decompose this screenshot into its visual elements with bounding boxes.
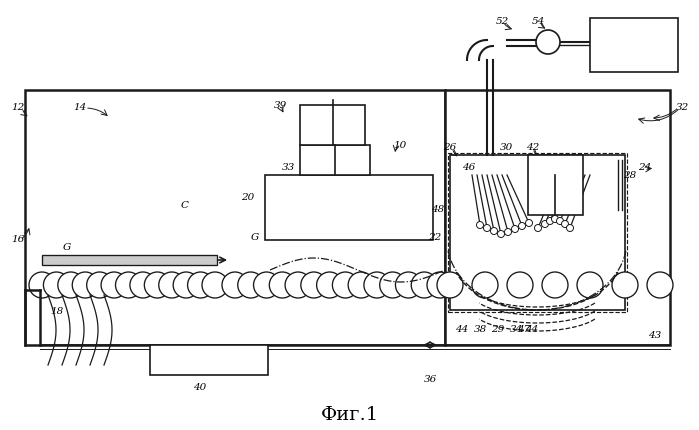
Text: 38: 38 — [475, 326, 488, 335]
Circle shape — [364, 272, 390, 298]
Circle shape — [526, 219, 533, 227]
Circle shape — [556, 218, 563, 224]
Circle shape — [238, 272, 264, 298]
Text: 43: 43 — [649, 331, 662, 340]
Text: 34: 34 — [510, 326, 523, 335]
Circle shape — [566, 224, 573, 231]
Circle shape — [536, 30, 560, 54]
Bar — [590, 18, 678, 72]
Text: 14: 14 — [73, 104, 87, 113]
Text: 24: 24 — [638, 163, 651, 172]
Text: 48: 48 — [431, 206, 445, 215]
Text: 44: 44 — [455, 326, 468, 335]
Circle shape — [472, 272, 498, 298]
Circle shape — [542, 272, 568, 298]
Circle shape — [159, 272, 185, 298]
Circle shape — [577, 272, 603, 298]
Text: 54: 54 — [531, 18, 545, 27]
Bar — [445, 90, 670, 345]
Text: G: G — [251, 233, 259, 243]
Circle shape — [348, 272, 374, 298]
Text: 10: 10 — [394, 141, 407, 150]
Text: 42: 42 — [526, 144, 540, 153]
Text: 44: 44 — [526, 326, 539, 335]
Circle shape — [58, 272, 84, 298]
Circle shape — [333, 272, 359, 298]
Text: 12: 12 — [11, 104, 24, 113]
Circle shape — [547, 218, 554, 224]
Text: 22: 22 — [428, 233, 442, 243]
Circle shape — [130, 272, 156, 298]
Circle shape — [285, 272, 311, 298]
Circle shape — [507, 272, 533, 298]
Bar — [450, 155, 625, 310]
Circle shape — [72, 272, 99, 298]
Text: 32: 32 — [675, 104, 689, 113]
Circle shape — [380, 272, 405, 298]
Bar — [300, 145, 370, 175]
Text: 36: 36 — [424, 375, 437, 384]
Circle shape — [43, 272, 69, 298]
Circle shape — [505, 228, 512, 236]
Circle shape — [101, 272, 127, 298]
Circle shape — [396, 272, 421, 298]
Circle shape — [647, 272, 673, 298]
Circle shape — [254, 272, 280, 298]
Text: 33: 33 — [282, 163, 294, 172]
Circle shape — [498, 230, 505, 237]
Text: G: G — [63, 243, 71, 252]
Circle shape — [144, 272, 171, 298]
Text: 50: 50 — [663, 40, 677, 49]
Circle shape — [542, 221, 549, 227]
Text: 46: 46 — [554, 163, 567, 172]
Circle shape — [437, 272, 463, 298]
Text: 18: 18 — [50, 307, 64, 316]
Text: 29: 29 — [491, 326, 505, 335]
Circle shape — [427, 272, 453, 298]
Circle shape — [535, 224, 542, 231]
Bar — [300, 105, 365, 145]
Bar — [150, 345, 268, 375]
Text: 39: 39 — [273, 101, 287, 110]
Text: 30: 30 — [500, 144, 514, 153]
Text: Фиг.1: Фиг.1 — [320, 406, 379, 424]
Text: 47: 47 — [517, 326, 531, 335]
Circle shape — [269, 272, 295, 298]
Bar — [528, 155, 583, 215]
Circle shape — [484, 224, 491, 231]
Circle shape — [301, 272, 327, 298]
Circle shape — [477, 221, 484, 228]
Circle shape — [202, 272, 228, 298]
Circle shape — [552, 215, 559, 222]
Circle shape — [29, 272, 55, 298]
Text: C: C — [181, 200, 189, 209]
Text: 16: 16 — [11, 236, 24, 245]
Circle shape — [187, 272, 214, 298]
Text: 46: 46 — [462, 163, 475, 172]
Text: 20: 20 — [241, 193, 254, 202]
Text: 40: 40 — [194, 384, 207, 393]
Circle shape — [491, 227, 498, 234]
Circle shape — [411, 272, 438, 298]
Circle shape — [222, 272, 248, 298]
Bar — [448, 153, 627, 312]
Circle shape — [561, 221, 568, 227]
Circle shape — [173, 272, 199, 298]
Circle shape — [512, 225, 519, 233]
Text: 28: 28 — [624, 171, 637, 179]
Text: 26: 26 — [443, 144, 456, 153]
Bar — [25, 90, 445, 345]
Bar — [42, 255, 217, 265]
Circle shape — [115, 272, 141, 298]
Text: 52: 52 — [496, 18, 509, 27]
Circle shape — [519, 222, 526, 230]
Circle shape — [612, 272, 638, 298]
Circle shape — [317, 272, 343, 298]
Circle shape — [87, 272, 113, 298]
Bar — [265, 175, 433, 240]
